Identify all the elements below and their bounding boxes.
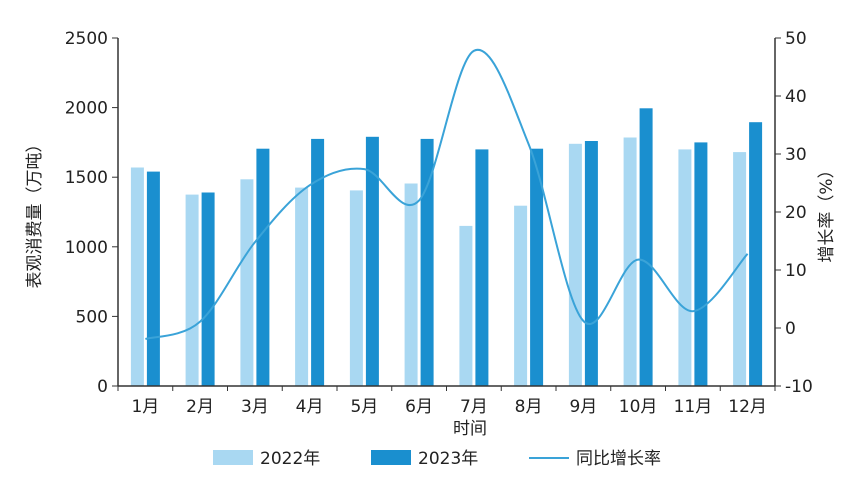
bar-2023年-3月 — [256, 148, 270, 386]
bar-2023年-11月 — [694, 142, 708, 386]
y2-tick-label-0: 0 — [785, 319, 796, 339]
y2-tick-label-10: 10 — [785, 261, 807, 281]
bar-2022年-10月 — [623, 137, 637, 386]
bar-2022年-5月 — [349, 190, 363, 386]
y2-tick-label-50: 50 — [785, 29, 807, 49]
bar-2022年-4月 — [295, 187, 309, 386]
growth-rate-line — [145, 48, 749, 340]
x-tick-label-1月: 1月 — [131, 397, 159, 417]
x-tick-label-6月: 6月 — [405, 397, 433, 417]
legend: 2022年 2023年 同比增长率 — [213, 449, 661, 469]
bar-2022年-12月 — [733, 152, 747, 386]
bar-2023年-4月 — [311, 138, 325, 386]
bar-2023年-2月 — [201, 192, 215, 386]
bar-2023年-7月 — [475, 149, 489, 386]
x-tick-label-8月: 8月 — [515, 397, 543, 417]
x-tick-label-7月: 7月 — [460, 397, 488, 417]
axes-layer — [117, 38, 776, 387]
y-tick-label-500: 500 — [76, 307, 108, 327]
legend-label-growth: 同比增长率 — [576, 449, 661, 469]
bar-2022年-1月 — [130, 167, 144, 386]
bar-2023年-12月 — [749, 122, 763, 386]
bars-layer — [130, 108, 763, 387]
legend-label-2022: 2022年 — [260, 449, 320, 469]
bar-2022年-7月 — [459, 225, 473, 386]
y-axis-title: 表观消费量（万吨） — [25, 136, 45, 289]
x-tick-label-9月: 9月 — [569, 397, 597, 417]
y2-axis-title: 增长率（%） — [817, 161, 837, 262]
y2-tick-label-40: 40 — [785, 87, 807, 107]
y-tick-label-1000: 1000 — [65, 238, 108, 258]
x-axis-title: 时间 — [453, 419, 487, 439]
y2-tick-label-30: 30 — [785, 145, 807, 165]
bar-2022年-8月 — [514, 205, 528, 386]
x-tick-label-10月: 10月 — [619, 397, 658, 417]
x-tick-label-2月: 2月 — [186, 397, 214, 417]
line-layer — [145, 48, 749, 340]
legend-label-2023: 2023年 — [418, 449, 478, 469]
x-tick-label-5月: 5月 — [350, 397, 378, 417]
y-tick-label-1500: 1500 — [65, 168, 108, 188]
y2-tick-label--10: -10 — [785, 377, 813, 397]
x-tick-label-12月: 12月 — [728, 397, 767, 417]
y-tick-label-2000: 2000 — [65, 99, 108, 119]
bar-2022年-11月 — [678, 149, 692, 386]
ticks-layer: 1月 2月 3月 4月 5月 6月 7月 8月 9月 10月 11月 12月0500100015002… — [65, 29, 813, 417]
x-tick-label-3月: 3月 — [241, 397, 269, 417]
bar-2022年-3月 — [240, 179, 254, 386]
bar-2022年-9月 — [568, 143, 582, 386]
bar-2023年-10月 — [639, 108, 653, 387]
bar-2022年-6月 — [404, 183, 418, 386]
bar-2023年-8月 — [530, 148, 544, 386]
bar-2023年-9月 — [584, 141, 598, 386]
bar-2023年-5月 — [365, 136, 379, 386]
legend-swatch-2022 — [213, 450, 253, 465]
bar-2022年-2月 — [185, 194, 199, 386]
legend-swatch-2023 — [371, 450, 411, 465]
bar-2023年-6月 — [420, 138, 434, 386]
y2-tick-label-20: 20 — [785, 203, 807, 223]
bar-2023年-1月 — [146, 171, 160, 386]
y-tick-label-0: 0 — [97, 377, 108, 397]
x-tick-label-4月: 4月 — [296, 397, 324, 417]
x-tick-label-11月: 11月 — [674, 397, 713, 417]
y-tick-label-2500: 2500 — [65, 29, 108, 49]
